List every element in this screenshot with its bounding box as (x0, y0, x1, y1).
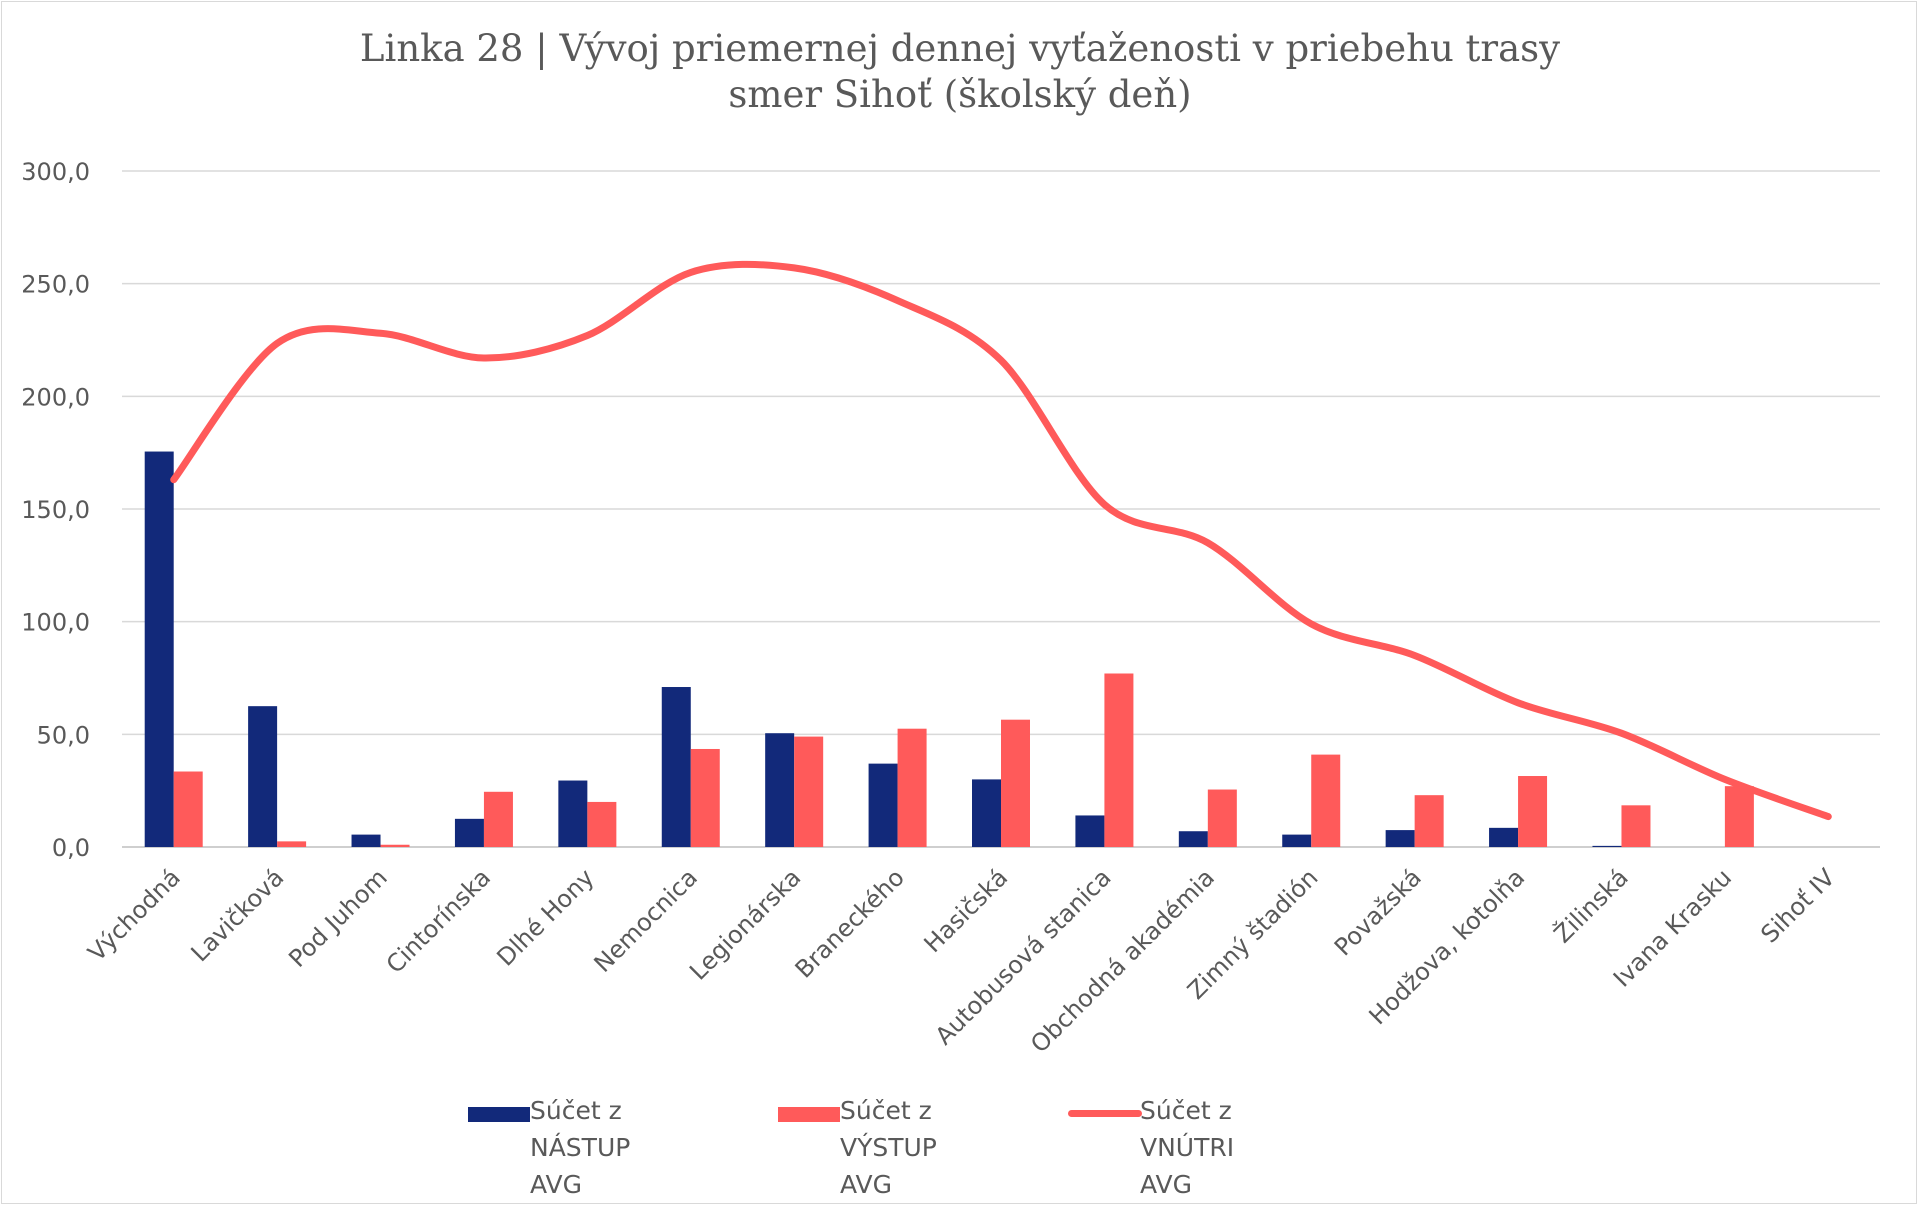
y-tick-label: 0,0 (52, 834, 90, 862)
bar-vystup-2 (380, 844, 410, 847)
bar-vystup-5 (690, 748, 720, 847)
bar-nastup-2 (351, 834, 381, 847)
legend-label: Súčet z VÝSTUP AVG (840, 1096, 937, 1199)
bar-vystup-0 (173, 771, 203, 847)
bar-nastup-11 (1282, 834, 1312, 847)
bar-nastup-5 (661, 687, 691, 847)
y-tick-label: 200,0 (21, 383, 90, 411)
bar-vystup-1 (277, 841, 307, 847)
chart-title-line-2: smer Sihoť (školský deň) (728, 73, 1192, 117)
y-tick-label: 150,0 (21, 496, 90, 524)
series-line-vnutri (170, 260, 1832, 821)
bar-vystup-14 (1621, 805, 1651, 847)
x-tick-label: Pod Juhom (283, 863, 392, 972)
legend-label: Súčet z VNÚTRI AVG (1140, 1096, 1235, 1199)
x-tick-label: Východná (83, 863, 186, 966)
bar-nastup-4 (558, 780, 588, 847)
x-tick-label: Nemocnica (589, 863, 703, 977)
bar-nastup-3 (454, 818, 484, 847)
x-tick-label: Považská (1329, 863, 1427, 961)
legend-label: Súčet z NÁSTUP AVG (530, 1096, 631, 1199)
x-tick-label: Braneckého (790, 863, 910, 983)
legend-bar-swatch (778, 1107, 840, 1122)
bar-vystup-12 (1414, 795, 1444, 847)
x-tick-label: Autobusová stanica (930, 863, 1117, 1050)
bar-vystup-3 (483, 791, 513, 847)
bar-vystup-8 (1001, 719, 1030, 847)
legend-bar-swatch (468, 1107, 530, 1122)
x-tick-label: Dlhé Hony (491, 863, 599, 971)
x-tick-label: Žilinská (1548, 863, 1634, 949)
bar-nastup-13 (1489, 827, 1519, 847)
chart-title-line-1: Linka 28 | Vývoj priemernej dennej vyťaž… (359, 27, 1561, 70)
bar-vystup-13 (1518, 776, 1548, 847)
x-tick-label: Hasičská (919, 863, 1014, 958)
bar-nastup-10 (1178, 831, 1208, 847)
bar-nastup-12 (1385, 830, 1415, 847)
chart-title: Linka 28 | Vývoj priemernej dennej vyťaž… (0, 26, 1920, 119)
bar-vystup-15 (1724, 786, 1754, 847)
bar-nastup-9 (1075, 815, 1105, 847)
chart-legend: Súčet z NÁSTUP AVG Súčet z VÝSTUP AVG Súče… (0, 1092, 1920, 1199)
bar-vystup-6 (794, 736, 824, 847)
bar-vystup-9 (1104, 673, 1134, 847)
bar-vystup-7 (897, 728, 927, 847)
y-tick-label: 300,0 (21, 158, 90, 186)
y-tick-label: 100,0 (21, 609, 90, 637)
y-tick-label: 250,0 (21, 271, 90, 299)
bar-nastup-0 (144, 451, 174, 847)
x-tick-label: Sihoť IV (1755, 863, 1840, 948)
x-tick-label: Legionárska (684, 863, 806, 985)
bar-nastup-6 (765, 733, 795, 847)
legend-line-swatch (1068, 1110, 1142, 1117)
x-tick-label: Obchodná akadémia (1025, 863, 1220, 1058)
bar-nastup-7 (868, 763, 898, 847)
y-tick-label: 50,0 (37, 721, 90, 749)
x-tick-label: Lavičková (186, 863, 290, 967)
bar-nastup-14 (1592, 845, 1622, 847)
bar-vystup-4 (587, 801, 617, 847)
x-tick-label: Cintorínska (381, 863, 496, 978)
bar-nastup-1 (248, 706, 278, 847)
bar-nastup-8 (972, 779, 1001, 847)
bar-vystup-10 (1207, 789, 1237, 847)
bar-vystup-11 (1311, 754, 1341, 847)
